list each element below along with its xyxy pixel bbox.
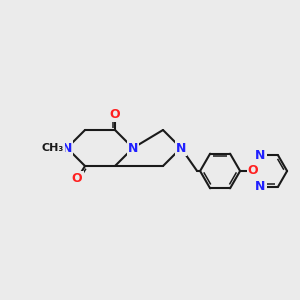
Text: CH₃: CH₃ (42, 143, 64, 153)
Text: N: N (255, 149, 265, 162)
Text: O: O (72, 172, 82, 185)
Text: N: N (176, 142, 186, 154)
Text: O: O (248, 164, 258, 178)
Text: O: O (110, 107, 120, 121)
Text: N: N (62, 142, 72, 154)
Text: N: N (128, 142, 138, 154)
Text: N: N (255, 180, 265, 193)
